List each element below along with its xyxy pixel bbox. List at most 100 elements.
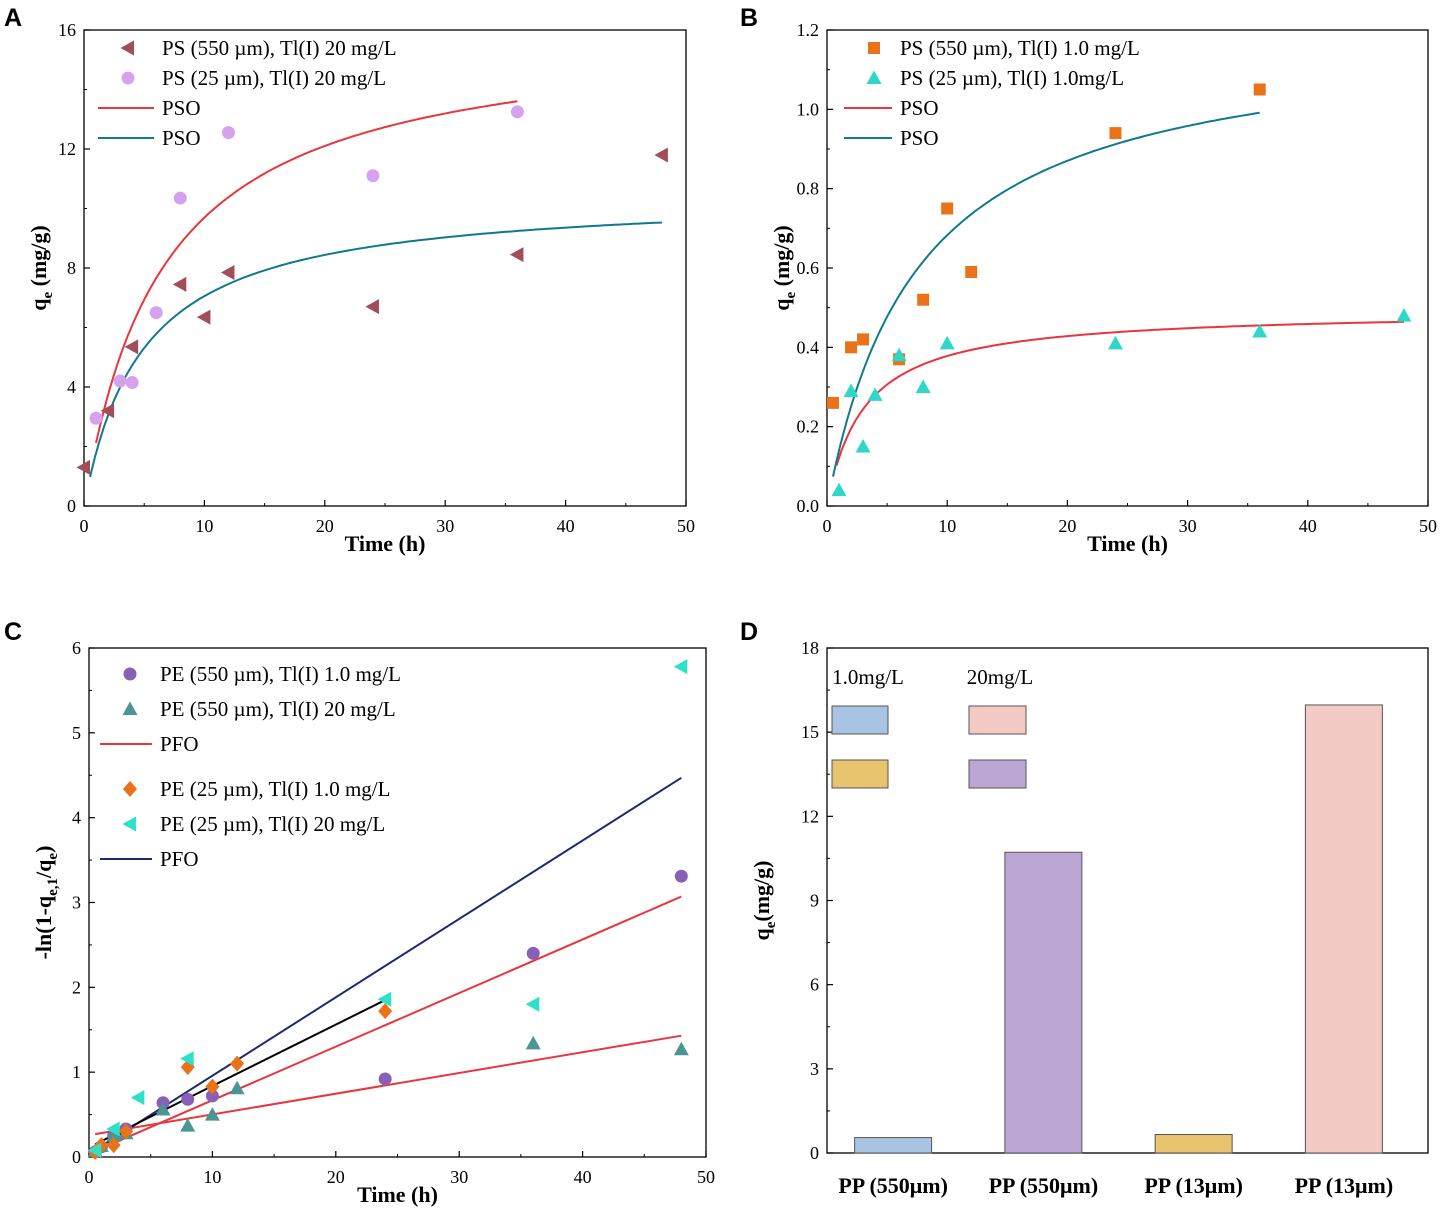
- chart-panel-a: A 0 4 8 12 16 0 10 20 30 40 50 Time (h) qe (mg/g) PS (…: [4, 4, 695, 556]
- y-tick-label: 15: [801, 722, 819, 742]
- legend-label: PS (25 µm), Tl(I) 1.0mg/L: [900, 66, 1124, 90]
- y-tick-label: 6: [72, 638, 81, 658]
- pso-fit-line: [89, 221, 662, 478]
- data-point: [125, 376, 139, 390]
- data-point: [124, 339, 139, 355]
- legend-marker: [120, 40, 134, 56]
- legend-label: PSO: [900, 126, 939, 150]
- bar: [1004, 851, 1083, 1154]
- x-tick-label: 10: [938, 516, 956, 536]
- data-point: [674, 869, 688, 883]
- data-point: [867, 387, 883, 401]
- x-tick-label: 40: [1299, 516, 1317, 536]
- x-tick-label: 10: [203, 1167, 221, 1187]
- y-axis-label-unit: (mg/g): [26, 225, 51, 292]
- legend-label: PE (550 µm), Tl(I) 20 mg/L: [160, 697, 396, 721]
- y-tick-label: 0.8: [797, 179, 820, 199]
- y-tick-label: 4: [72, 808, 81, 828]
- panel-label: A: [4, 4, 22, 32]
- data-point: [119, 1123, 134, 1140]
- y-axis-label-sub: e: [763, 921, 779, 928]
- y-axis-label-part: /q: [31, 859, 56, 879]
- panel-label: D: [740, 618, 758, 646]
- y-tick-label: 0: [810, 1143, 819, 1163]
- y-tick-label: 2: [72, 977, 81, 997]
- data-point: [378, 1003, 393, 1020]
- bar: [854, 1137, 933, 1154]
- data-point: [87, 1142, 102, 1158]
- x-tick-label: 30: [450, 1167, 468, 1187]
- y-tick-label: 0.0: [797, 496, 820, 516]
- y-tick-label: 1: [72, 1062, 81, 1082]
- y-axis-label-main: q: [749, 928, 774, 941]
- y-axis-label-sub: e: [783, 292, 799, 299]
- data-point: [827, 396, 840, 409]
- data-point: [855, 439, 871, 453]
- x-category-label: PP (13μm): [1295, 1173, 1394, 1198]
- x-category-label: PP (550μm): [989, 1173, 1099, 1198]
- x-tick-label: 20: [316, 516, 334, 536]
- y-tick-label: 3: [810, 1059, 819, 1079]
- legend-marker: [122, 701, 138, 715]
- panel-label: B: [740, 4, 758, 32]
- legend-marker: [122, 816, 136, 832]
- y-axis-label-main: q: [26, 298, 51, 311]
- data-point: [221, 126, 235, 140]
- data-point: [130, 1090, 145, 1106]
- data-point: [196, 309, 211, 325]
- data-point: [510, 105, 524, 119]
- data-point: [365, 299, 379, 315]
- y-axis-label-unit: (mg/g): [749, 860, 774, 921]
- pso-fit-line: [832, 111, 1260, 477]
- panel-label: C: [4, 618, 22, 646]
- legend-marker: [868, 42, 880, 54]
- y-tick-label: 1.2: [797, 20, 820, 40]
- data-point: [915, 379, 931, 393]
- data-point: [525, 1035, 541, 1050]
- y-tick-label: 3: [72, 893, 81, 913]
- legend-label: PS (25 µm), Tl(I) 20 mg/L: [162, 66, 386, 90]
- data-point: [525, 996, 540, 1012]
- pso-fit-line: [95, 100, 518, 444]
- x-tick-label: 40: [574, 1167, 592, 1187]
- data-point: [509, 247, 524, 263]
- legend-label: PE (25 µm), Tl(I) 20 mg/L: [160, 812, 385, 836]
- x-tick-label: 20: [1058, 516, 1076, 536]
- legend-swatch: [831, 705, 889, 735]
- data-point: [220, 264, 235, 280]
- data-point: [204, 1107, 220, 1121]
- y-tick-label: 0: [67, 496, 76, 516]
- y-tick-label: 6: [810, 975, 819, 995]
- data-point: [230, 1055, 245, 1072]
- x-category-label: PP (550μm): [838, 1173, 948, 1198]
- pfo-fit-line: [94, 776, 682, 1152]
- legend-marker: [123, 781, 137, 797]
- y-axis-label: qe (mg/g): [769, 225, 799, 311]
- data-point: [1252, 323, 1268, 338]
- data-point: [172, 276, 187, 292]
- y-axis-label-part: ): [31, 846, 56, 853]
- y-tick-label: 5: [72, 723, 81, 743]
- legend-label: PFO: [160, 847, 199, 871]
- y-tick-label: 0.4: [797, 337, 820, 357]
- y-axis-label-part: e: [45, 853, 61, 860]
- data-point: [917, 293, 930, 306]
- y-tick-label: 12: [801, 806, 819, 826]
- y-tick-label: 4: [67, 377, 76, 397]
- data-point: [106, 1121, 120, 1137]
- x-category-label: PP (13μm): [1144, 1173, 1243, 1198]
- legend-label: PS (550 µm), Tl(I) 1.0 mg/L: [900, 36, 1140, 60]
- legend-marker: [866, 70, 882, 84]
- data-point: [366, 169, 380, 183]
- data-point: [89, 411, 103, 425]
- data-point: [1396, 308, 1412, 322]
- data-point: [113, 374, 127, 388]
- data-point: [181, 1092, 195, 1106]
- x-tick-label: 50: [1419, 516, 1437, 536]
- x-tick-label: 0: [823, 516, 832, 536]
- data-point: [377, 991, 392, 1007]
- data-point: [891, 347, 907, 362]
- y-tick-label: 0.2: [797, 417, 820, 437]
- legend-label: PE (550 µm), Tl(I) 1.0 mg/L: [160, 662, 401, 686]
- y-axis-label-unit: (mg/g): [769, 225, 794, 292]
